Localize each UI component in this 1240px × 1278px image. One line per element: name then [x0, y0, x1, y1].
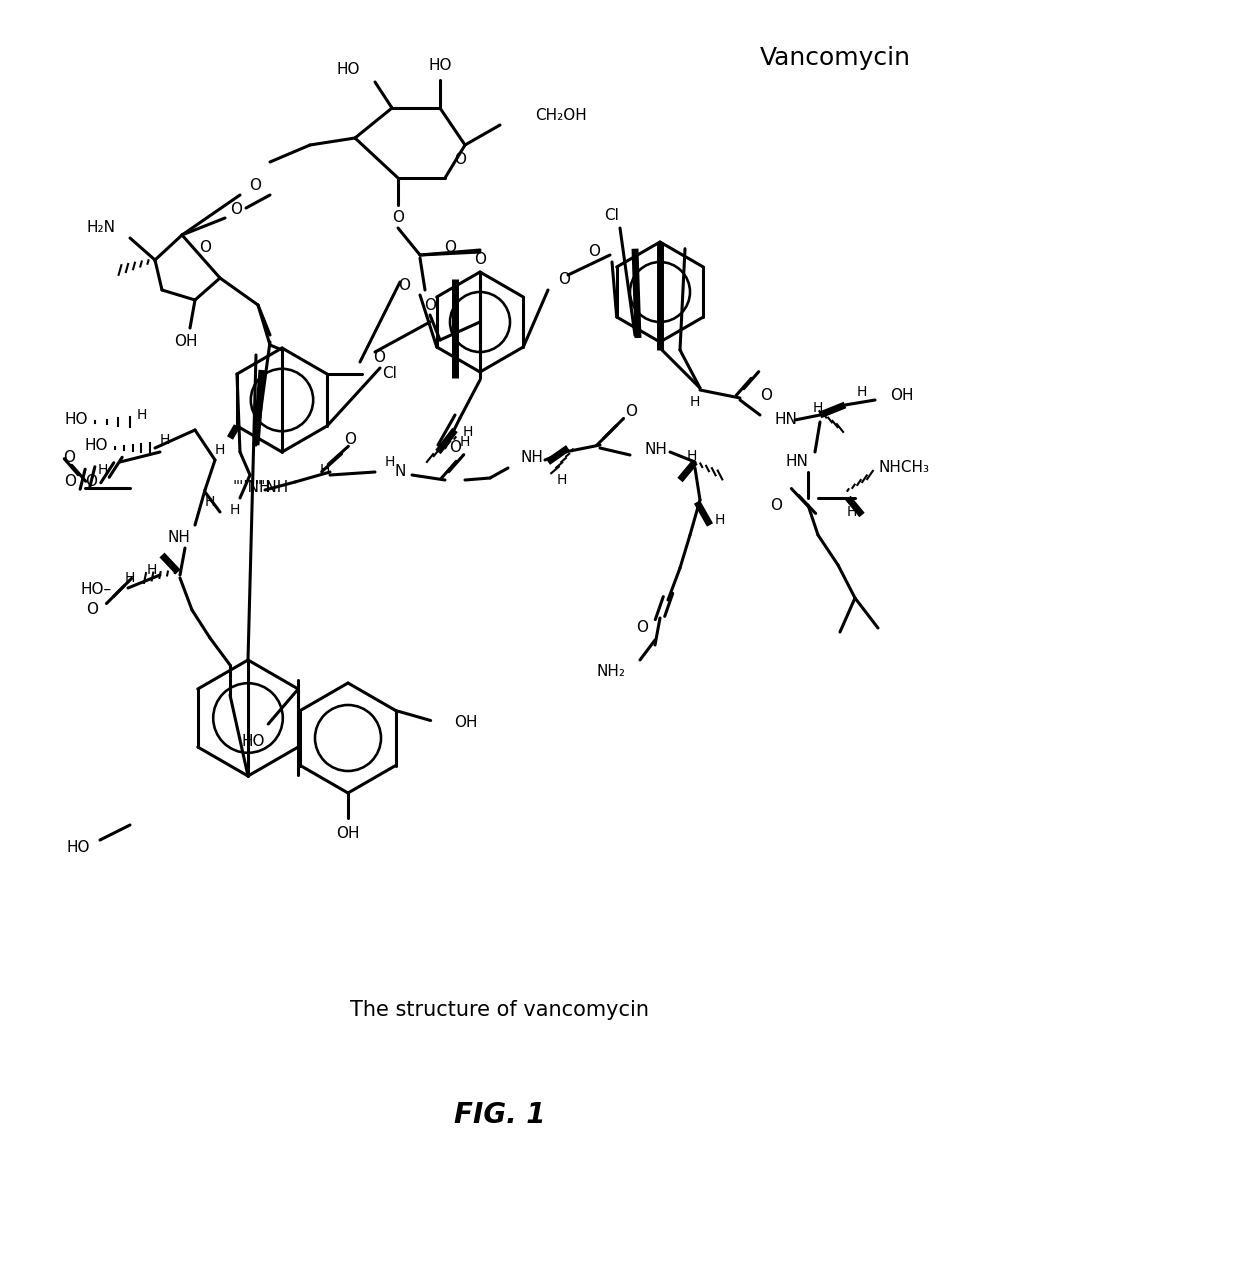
Text: H: H — [146, 564, 157, 576]
Text: O: O — [343, 432, 356, 447]
Text: O: O — [625, 405, 637, 419]
Text: N: N — [394, 464, 405, 479]
Text: O: O — [392, 211, 404, 225]
Text: H: H — [215, 443, 226, 458]
Text: H: H — [460, 435, 470, 449]
Text: H: H — [160, 433, 170, 447]
Text: The structure of vancomycin: The structure of vancomycin — [351, 999, 650, 1020]
Text: OH: OH — [890, 387, 914, 403]
Text: O: O — [86, 474, 97, 489]
Text: OH: OH — [175, 335, 197, 349]
Text: O: O — [424, 298, 436, 313]
Text: Cl: Cl — [605, 207, 620, 222]
Text: HO: HO — [67, 841, 91, 855]
Text: H: H — [205, 495, 216, 509]
Text: FIG. 1: FIG. 1 — [454, 1102, 546, 1128]
Text: H: H — [229, 504, 241, 518]
Text: O: O — [373, 350, 384, 366]
Text: O: O — [474, 253, 486, 267]
Text: O: O — [636, 621, 649, 635]
Text: NH: NH — [645, 442, 668, 458]
Text: H: H — [136, 408, 148, 422]
Text: O: O — [198, 240, 211, 256]
Text: H: H — [320, 463, 330, 477]
Text: H: H — [857, 385, 867, 399]
Text: "''NH: "''NH — [233, 481, 272, 496]
Text: HO–: HO– — [81, 583, 112, 598]
Text: H: H — [384, 455, 396, 469]
Text: O: O — [760, 387, 773, 403]
Text: H: H — [557, 473, 567, 487]
Text: HO: HO — [336, 63, 360, 78]
Text: H: H — [847, 505, 857, 519]
Text: O: O — [64, 474, 76, 489]
Text: HO: HO — [64, 413, 88, 428]
Text: OH: OH — [454, 714, 477, 730]
Text: H: H — [714, 512, 725, 527]
Text: H: H — [98, 463, 108, 477]
Text: H: H — [689, 395, 701, 409]
Text: NH: NH — [520, 451, 543, 465]
Text: H: H — [125, 571, 135, 585]
Text: O: O — [454, 152, 466, 167]
Text: O: O — [249, 178, 260, 193]
Text: O: O — [770, 497, 782, 512]
Text: O: O — [229, 202, 242, 217]
Text: Cl: Cl — [382, 367, 397, 382]
Text: "'NH: "'NH — [255, 481, 289, 496]
Text: HO: HO — [84, 437, 108, 452]
Text: NH: NH — [167, 530, 190, 546]
Text: O: O — [558, 272, 570, 288]
Text: O: O — [444, 240, 456, 256]
Text: O: O — [63, 451, 74, 465]
Text: HN: HN — [775, 413, 797, 428]
Text: O: O — [588, 244, 600, 259]
Text: H₂N: H₂N — [86, 221, 115, 235]
Text: CH₂OH: CH₂OH — [534, 107, 587, 123]
Text: HN: HN — [785, 455, 808, 469]
Text: OH: OH — [336, 826, 360, 841]
Text: O: O — [449, 441, 461, 455]
Text: NHCH₃: NHCH₃ — [878, 460, 929, 475]
Text: HO: HO — [242, 734, 265, 749]
Text: O: O — [86, 602, 98, 617]
Text: H: H — [812, 401, 823, 415]
Text: O: O — [398, 277, 410, 293]
Text: H: H — [463, 426, 474, 440]
Text: H: H — [687, 449, 697, 463]
Text: NH₂: NH₂ — [596, 665, 625, 680]
Text: HO: HO — [428, 58, 451, 73]
Text: Vancomycin: Vancomycin — [760, 46, 911, 70]
